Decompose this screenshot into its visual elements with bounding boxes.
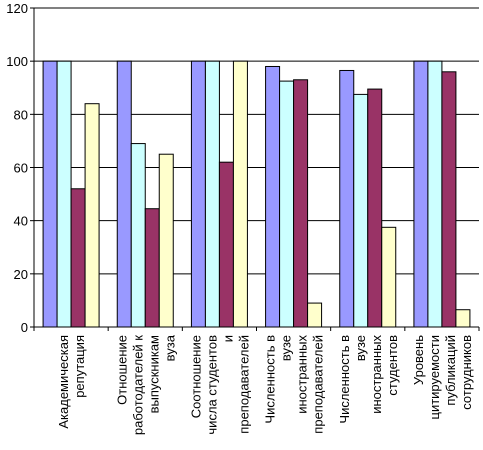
- x-tick-label: работодателей к: [130, 335, 145, 435]
- x-tick-label: Численность в: [263, 335, 278, 424]
- bar: [307, 302, 323, 328]
- x-tick-label: иностранных: [369, 335, 384, 414]
- x-tick-label: сотрудников: [459, 335, 474, 410]
- bar: [232, 60, 248, 328]
- y-tick-labels: 0 20 40 60 80 100 120: [6, 1, 28, 335]
- x-tick-label: вузе: [279, 335, 294, 361]
- y-tick-label: 40: [14, 214, 28, 229]
- x-tick-label: цитируемости: [427, 335, 442, 419]
- x-tick-label: Уровень: [411, 335, 426, 385]
- x-tick-label: репутация: [72, 335, 87, 398]
- x-tick-label: выпускникам: [146, 335, 161, 413]
- x-tick-label: студентов: [385, 335, 400, 396]
- bar: [84, 103, 100, 328]
- x-tick-label: Академическая: [56, 335, 71, 429]
- x-tick-label: публикаций: [443, 335, 458, 406]
- bar: [42, 60, 58, 328]
- x-tick-label: вуза: [162, 334, 177, 361]
- bar: [353, 93, 369, 328]
- y-tick-label: 0: [21, 320, 28, 335]
- x-tick-label: числа студентов: [204, 335, 219, 435]
- bar: [130, 143, 146, 328]
- bars: [42, 60, 471, 328]
- x-tick-label: преподавателей: [236, 335, 251, 434]
- x-tick-label: преподавателей: [311, 335, 326, 434]
- bar: [339, 69, 355, 328]
- x-tick-label: Отношение: [114, 335, 129, 405]
- x-tick-labels: Академическая репутация Отношение работодат…: [56, 334, 474, 435]
- bar: [455, 309, 471, 328]
- bar: [427, 60, 443, 328]
- y-tick-label: 100: [6, 54, 28, 69]
- bar: [381, 226, 397, 328]
- axes: [33, 8, 480, 331]
- x-tick-label: вузе: [353, 335, 368, 361]
- y-tick-label: 80: [14, 107, 28, 122]
- bar: [367, 88, 383, 328]
- y-tick-label: 120: [6, 1, 28, 16]
- bar: [190, 60, 206, 328]
- bar: [116, 60, 132, 328]
- bar: [204, 60, 220, 328]
- bar: [441, 71, 457, 328]
- bar: [265, 65, 281, 328]
- bar: [279, 80, 295, 328]
- bar: [158, 153, 174, 328]
- bar: [56, 60, 72, 328]
- x-tick-label: Соотношение: [188, 335, 203, 418]
- bar: [413, 60, 429, 328]
- bar: [70, 188, 86, 328]
- x-tick-label: и: [220, 335, 235, 342]
- bar: [218, 161, 234, 328]
- x-tick-label: иностранных: [295, 335, 310, 414]
- bar: [144, 208, 160, 328]
- bar: [293, 79, 309, 328]
- y-tick-label: 60: [14, 161, 28, 176]
- x-tick-label: Численность в: [337, 335, 352, 424]
- gridlines: [30, 7, 479, 328]
- y-tick-label: 20: [14, 267, 28, 282]
